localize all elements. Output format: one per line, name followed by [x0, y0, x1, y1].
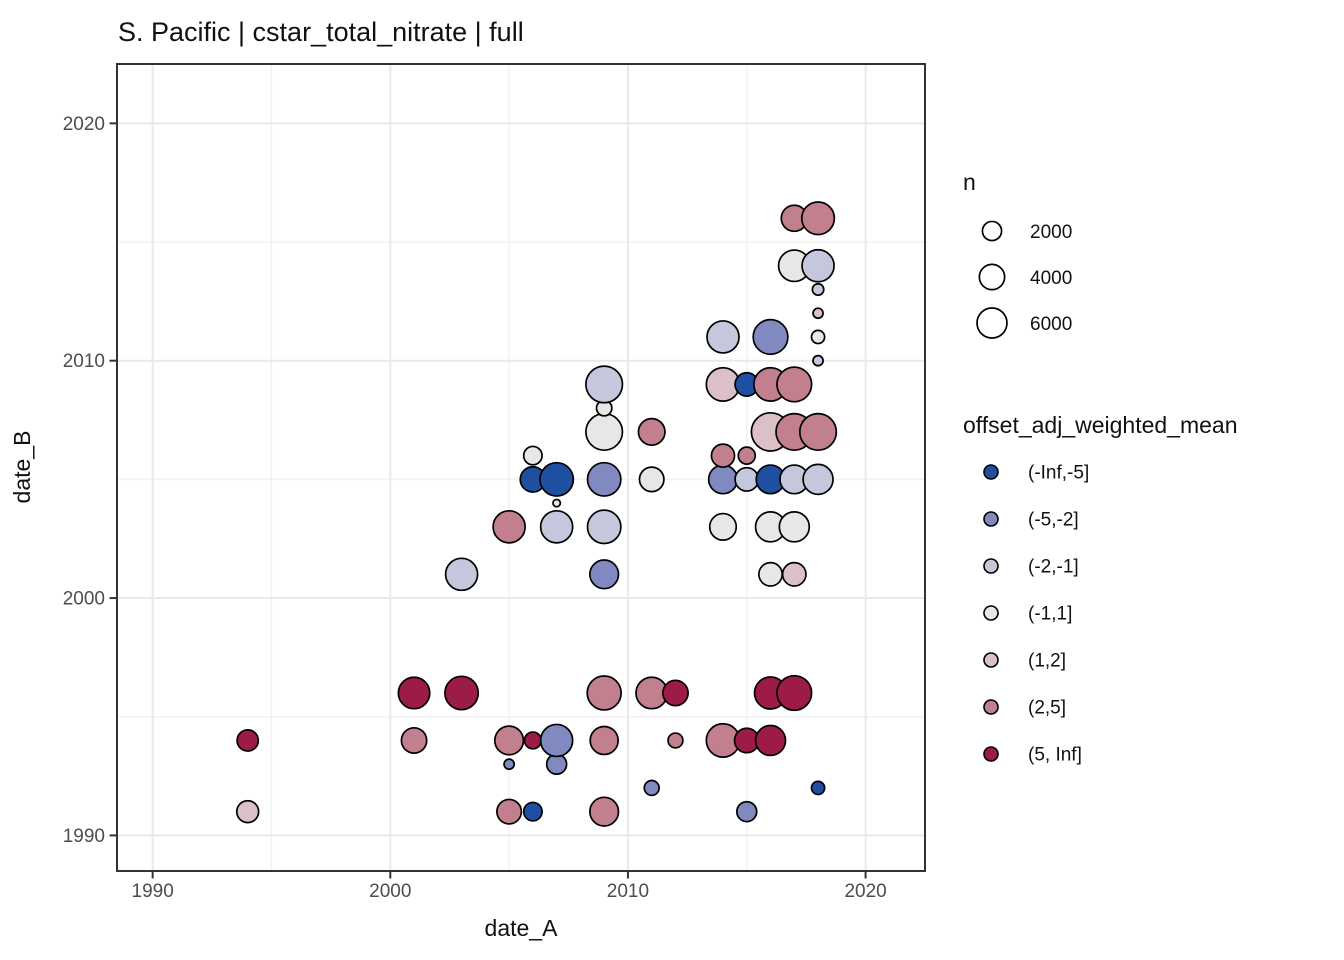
data-point[interactable]	[781, 561, 807, 587]
data-point[interactable]	[522, 445, 543, 466]
data-point[interactable]	[589, 559, 620, 590]
data-point[interactable]	[503, 758, 516, 771]
data-point[interactable]	[235, 799, 260, 824]
data-point[interactable]	[708, 512, 738, 541]
data-point[interactable]	[492, 509, 526, 544]
data-point[interactable]	[585, 412, 624, 452]
data-point[interactable]	[661, 679, 689, 707]
data-point[interactable]	[638, 466, 665, 493]
data-point[interactable]	[737, 446, 757, 465]
data-point[interactable]	[552, 498, 562, 508]
y-tick-label: 1990	[63, 826, 105, 847]
data-point[interactable]	[667, 732, 684, 749]
color-legend-key[interactable]	[983, 699, 999, 715]
size-legend-label: 4000	[1030, 268, 1072, 289]
color-legend-key[interactable]	[983, 464, 999, 480]
data-point[interactable]	[707, 464, 739, 495]
data-points	[235, 201, 838, 827]
data-point[interactable]	[523, 731, 543, 750]
data-point[interactable]	[706, 320, 740, 354]
size-legend: n 2000 4000 6000	[963, 169, 1072, 339]
data-point[interactable]	[812, 354, 824, 367]
color-legend-label: (5, Inf]	[1028, 745, 1082, 766]
color-legend: offset_adj_weighted_mean (-Inf,-5] (-5,-2]…	[963, 412, 1238, 766]
data-point[interactable]	[637, 417, 666, 447]
data-point[interactable]	[734, 466, 760, 492]
y-tick-label: 2000	[63, 589, 105, 610]
data-point[interactable]	[802, 463, 834, 496]
data-point[interactable]	[444, 675, 480, 711]
data-point[interactable]	[752, 318, 789, 356]
color-legend-label: (1,2]	[1028, 651, 1066, 672]
data-point[interactable]	[496, 798, 523, 825]
data-point[interactable]	[586, 675, 622, 711]
axes: 1990 2000 2010 2020 1990 2000 2010 2020	[63, 63, 926, 902]
y-axis-title: date_B	[9, 431, 35, 504]
data-point[interactable]	[539, 723, 574, 758]
data-point[interactable]	[754, 724, 787, 757]
color-legend-key[interactable]	[983, 558, 999, 574]
color-legend-label: (-1,1]	[1028, 604, 1072, 625]
size-legend-label: 2000	[1030, 222, 1072, 243]
data-point[interactable]	[397, 676, 431, 710]
data-point[interactable]	[778, 511, 811, 543]
data-point[interactable]	[710, 443, 736, 469]
color-legend-label: (2,5]	[1028, 698, 1066, 719]
data-point[interactable]	[586, 461, 622, 497]
panel-background	[117, 64, 925, 871]
color-legend-key[interactable]	[983, 511, 999, 527]
size-legend-key[interactable]	[978, 263, 1006, 291]
data-point[interactable]	[776, 366, 813, 403]
y-tick-label: 2020	[63, 114, 105, 135]
data-point[interactable]	[522, 801, 543, 822]
data-point[interactable]	[589, 725, 620, 756]
size-legend-key[interactable]	[981, 220, 1003, 242]
color-legend-key[interactable]	[983, 605, 999, 621]
color-legend-key[interactable]	[983, 746, 999, 762]
data-point[interactable]	[236, 728, 260, 752]
data-point[interactable]	[798, 412, 838, 452]
color-legend-title: offset_adj_weighted_mean	[963, 412, 1238, 438]
data-point[interactable]	[585, 365, 624, 404]
data-point[interactable]	[810, 329, 826, 345]
color-legend-key[interactable]	[983, 652, 999, 668]
x-tick-label: 2000	[369, 881, 411, 902]
data-point[interactable]	[586, 509, 622, 545]
color-legend-label: (-2,-1]	[1028, 557, 1079, 578]
data-point[interactable]	[735, 800, 758, 823]
chart-title: S. Pacific | cstar_total_nitrate | full	[118, 17, 524, 47]
size-legend-title: n	[963, 169, 976, 195]
data-point[interactable]	[444, 557, 479, 592]
panel-border	[116, 63, 926, 872]
color-legend-label: (-Inf,-5]	[1028, 463, 1089, 484]
x-tick-label: 2020	[844, 881, 886, 902]
data-point[interactable]	[493, 725, 525, 756]
size-legend-label: 6000	[1030, 314, 1072, 335]
data-point[interactable]	[643, 779, 660, 797]
x-axis-title: date_A	[485, 915, 559, 941]
data-point[interactable]	[539, 509, 574, 544]
data-point[interactable]	[539, 461, 575, 497]
color-legend-label: (-5,-2]	[1028, 510, 1079, 531]
data-point[interactable]	[811, 282, 825, 297]
x-tick-label: 1990	[132, 881, 174, 902]
data-point[interactable]	[801, 248, 835, 283]
x-tick-label: 2010	[607, 881, 649, 902]
size-legend-key[interactable]	[976, 307, 1008, 339]
data-point[interactable]	[812, 307, 824, 320]
data-point[interactable]	[758, 561, 784, 587]
data-point[interactable]	[589, 796, 620, 827]
plot-panel	[117, 64, 925, 871]
data-point[interactable]	[776, 674, 813, 712]
data-point[interactable]	[400, 726, 428, 754]
y-tick-label: 2010	[63, 351, 105, 372]
data-point[interactable]	[810, 780, 826, 796]
data-point[interactable]	[800, 201, 836, 236]
